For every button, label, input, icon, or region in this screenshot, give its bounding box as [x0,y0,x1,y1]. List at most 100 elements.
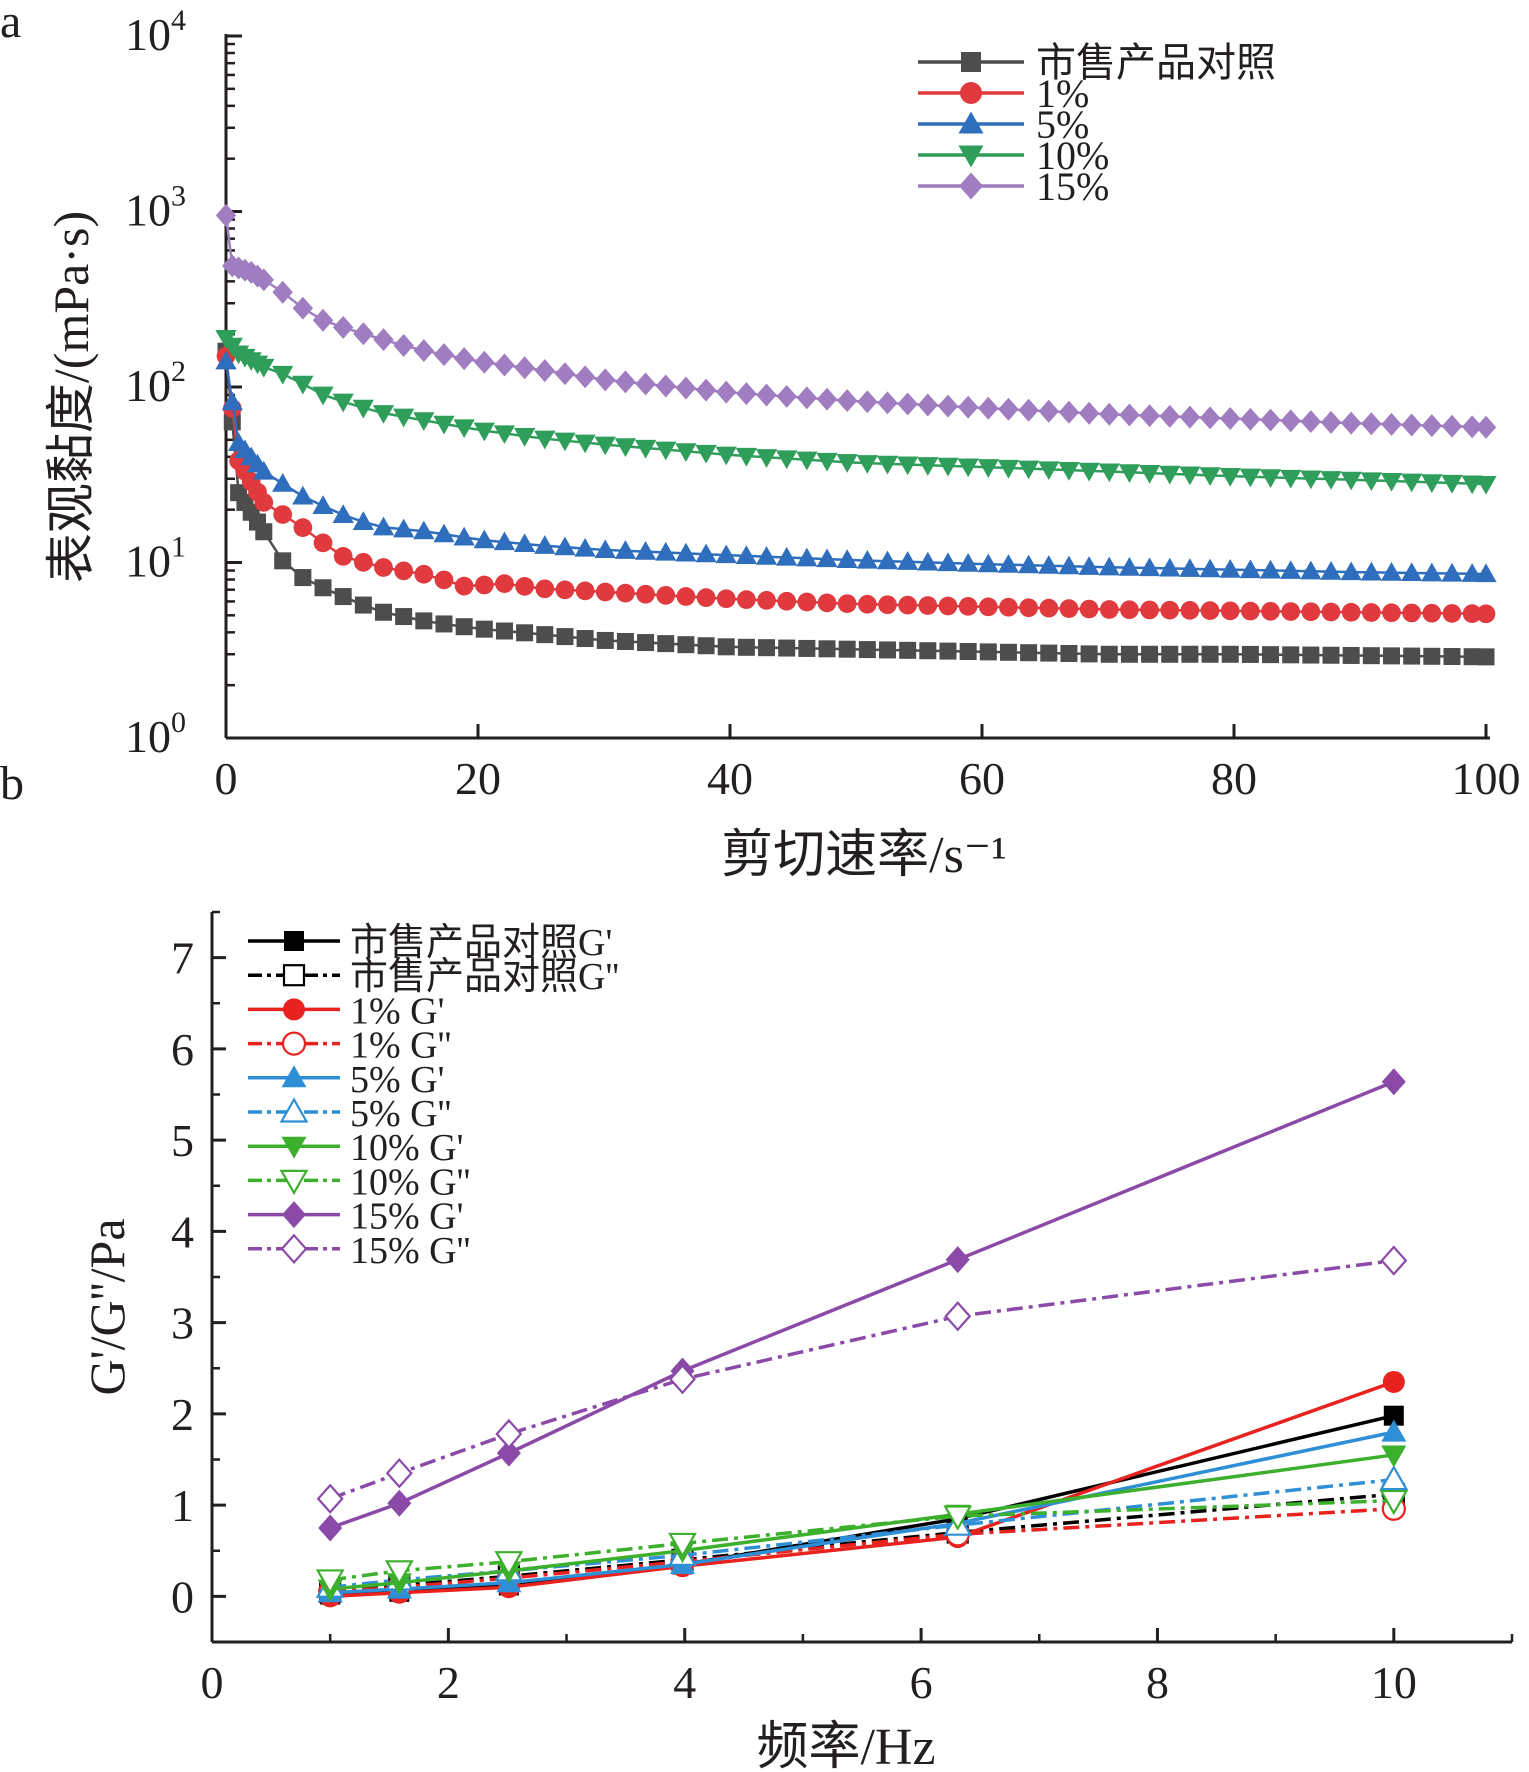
data-point-a [1463,648,1481,666]
data-point-b [494,1551,524,1577]
data-point-a [1382,603,1401,623]
data-point-a [737,638,755,656]
data-point-a [677,636,695,654]
y-tick-label-b: 6 [171,1024,194,1075]
data-point-a [1340,561,1362,581]
data-point-a [1078,401,1100,425]
data-point-a [596,631,614,649]
y-tick-label-a: 104 [125,4,186,60]
x-tick-label-a: 40 [707,753,753,804]
data-point-a [1262,646,1280,664]
data-point-a [1181,645,1199,663]
data-point-a [1281,602,1301,621]
data-point-a [1475,475,1497,495]
data-point-a [1403,647,1421,665]
data-point-a [897,456,919,476]
data-point-a [513,428,536,447]
data-point-b [1383,1405,1404,1426]
data-point-a [1461,415,1483,439]
data-point-a [697,637,715,655]
data-point-a [1058,400,1080,424]
legend-marker-a [960,82,982,104]
data-point-a [715,544,737,564]
legend-label-b: 15% G'' [350,1230,470,1272]
data-point-a [1118,557,1141,576]
data-point-a [957,552,979,572]
data-point-a [393,518,415,538]
data-point-b [495,1418,523,1450]
data-point-a [1402,603,1422,623]
data-point-a [1461,563,1483,582]
data-point-a [1118,464,1141,483]
data-point-a [898,595,918,615]
data-point-a [816,387,838,411]
data-point-a [513,533,536,553]
data-point-b [943,1505,973,1531]
data-point-a [435,615,453,633]
data-point-a [1361,412,1382,436]
data-point-a [655,374,676,398]
data-point-a [1099,600,1119,619]
data-point-a [1239,559,1262,579]
legend-label-b: 1% G'' [350,1025,451,1067]
data-point-a [1280,469,1302,489]
data-point-a [1441,474,1463,494]
data-point-a [1261,601,1280,621]
data-point-a [836,454,858,473]
series-line-a [224,215,1487,429]
data-point-a [473,529,495,549]
legend-label-b: 1% G' [350,990,444,1032]
data-point-a [919,642,937,660]
data-point-a [1421,414,1443,438]
data-point-a [393,408,415,428]
data-point-a [332,504,354,523]
data-point-a [1441,562,1463,582]
data-point-a [899,641,917,659]
data-point-a [716,380,737,404]
data-point-a [1119,403,1140,427]
data-point-a [655,541,677,561]
data-point-a [1280,409,1301,433]
data-point-a [334,588,352,606]
data-point-a [1159,465,1181,485]
data-point-a [999,643,1017,661]
data-point-a [636,584,655,604]
data-point-a [615,370,636,394]
y-tick-label-b: 4 [171,1206,194,1257]
data-point-a [1221,645,1239,663]
series-line-a [224,361,1487,576]
data-point-b [1381,1419,1407,1442]
data-point-a [395,608,413,626]
data-point-a [715,446,737,466]
data-point-a [836,389,858,413]
data-point-a [574,537,596,557]
data-point-a [837,594,857,614]
series-line-b [330,1507,1394,1594]
data-point-a [876,550,899,570]
legend-label-a: 15% [1036,164,1109,209]
data-point-a [293,518,313,537]
data-point-a [1219,558,1241,578]
data-point-b [315,1569,345,1595]
y-tick-label-a: 101 [125,531,186,587]
data-point-a [1241,601,1260,621]
data-point-a [1220,601,1240,621]
data-point-a [1441,414,1463,438]
data-point-a [1138,557,1161,577]
data-point-a [1300,410,1322,434]
data-point-a [595,582,615,602]
data-point-a [758,639,776,657]
data-point-a [1058,555,1080,575]
data-point-a [554,536,576,556]
data-point-a [1098,556,1120,576]
legend-b: 市售产品对照G'市售产品对照G''1% G'1% G''5% G'5% G''1… [248,922,619,1272]
data-point-a [1443,647,1461,665]
legend-marker-b [279,1097,309,1123]
data-point-a [594,436,616,456]
data-point-a [1422,603,1442,623]
data-point-a [1120,645,1138,663]
x-tick-label-b: 6 [910,1657,933,1708]
data-point-a [657,635,675,653]
data-point-a [816,548,838,568]
